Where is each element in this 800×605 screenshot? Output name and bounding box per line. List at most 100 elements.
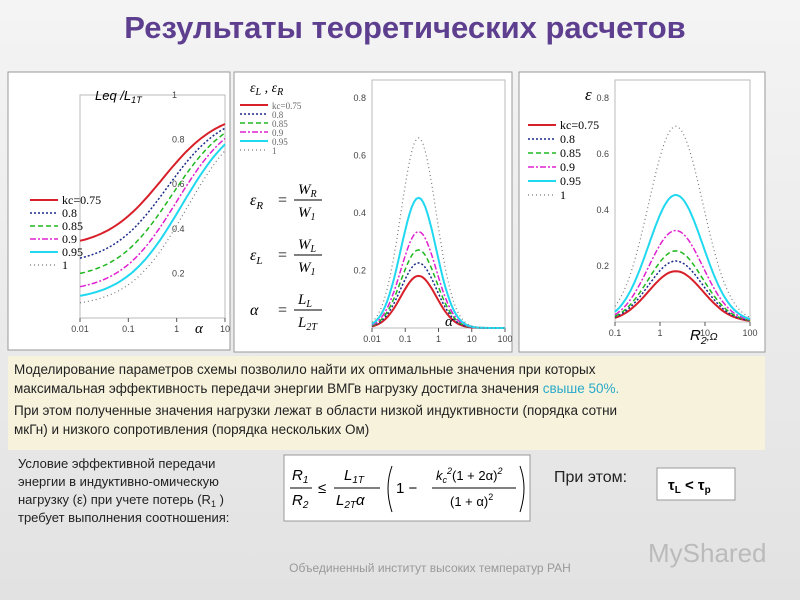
sym: L [310,244,317,255]
legend-label: 1 [560,188,566,202]
curve [79,150,226,304]
y-tick-label: 0.4 [172,224,185,234]
x-tick-label: 1 [657,328,662,338]
legend-label: 0.85 [62,219,83,233]
formula: (1 + α)2 [450,492,493,509]
sym: 2 [446,466,452,476]
axis-label: R [690,327,701,344]
x-tick-label: 0.1 [609,328,622,338]
legend-label: 1 [62,258,68,272]
logo: MyShared [648,538,767,568]
x-tick-label: 0.1 [122,324,135,334]
curve [79,123,226,242]
axis-label: 1T [131,95,143,105]
sym: p [705,485,711,496]
text: энергии в индуктивно-омическую [18,474,219,489]
sym: τ [668,477,675,494]
axis-label: R2,Ω [690,327,718,347]
axis-label: R [276,87,283,98]
sym: ε [250,247,257,264]
y-tick-label: 0.8 [596,93,609,103]
x-tick-label: 0.01 [363,334,381,344]
axis-label: Leq /L [95,88,131,103]
y-tick-label: 0.4 [353,208,366,218]
sym: α [250,302,259,319]
axis-label: Leq /L1T [95,88,143,105]
formula: LL [297,292,312,310]
axis-label: α [195,321,204,337]
x-tick-label: 0.1 [399,334,412,344]
sym: c [443,475,448,485]
text: требует выполнения соотношения: [18,510,229,525]
panel [233,71,513,353]
formula: WL [298,237,317,255]
text: нагрузку (ε) при учете потерь (R1 ) [18,492,224,509]
legend-label: 0.8 [62,206,77,220]
formula: ≤ [318,480,326,497]
sym: W [298,182,312,198]
tau: τL < τp [668,477,711,496]
curve [79,132,226,275]
legend-label: 0.9 [62,232,77,246]
y-tick-label: 0.6 [172,179,185,189]
sym: (1 + 2α) [452,468,497,483]
legend-label: 0.95 [272,137,288,147]
x-tick-label: 0.01 [71,324,89,334]
legend-label: kc=0.75 [62,193,101,207]
sym: L [297,292,306,308]
y-tick-label: 0.6 [596,149,609,159]
text: ) [216,492,224,507]
axis-label: α [445,314,454,330]
axis-label: ε [585,85,592,104]
formula: L2Tα [336,492,365,511]
formula: 1 − [396,480,418,497]
sym: L [344,467,352,484]
text: мкГн) и низкого сопротивления (порядка н… [14,422,369,437]
formula: WR [298,182,317,200]
y-tick-label: 0.2 [353,266,366,276]
sym: W [298,260,312,276]
x-tick-label: 1 [174,324,179,334]
y-tick-label: 1 [172,90,177,100]
formula: kc2(1 + 2α)2 [436,466,502,485]
y-tick-label: 0.8 [353,93,366,103]
legend-label: 1 [272,146,277,156]
sym: 2T [343,500,357,511]
footer: Объединенный институт высоких температур… [289,561,571,575]
curve [371,262,505,329]
legend-label: 0.85 [560,146,581,160]
summary-box [8,356,765,450]
highlight: свыше 50%. [543,381,620,396]
sym: 1 [303,475,309,486]
x-tick-label: 10 [467,334,477,344]
curve [79,137,226,288]
sym: 1 [311,212,316,223]
legend-label: 0.85 [272,119,288,129]
curve [614,260,751,322]
formula: εL [250,247,262,267]
legend-label: 0.95 [62,245,83,259]
text: максимальная эффективность передачи энер… [14,381,543,396]
axis-label: ε [250,81,256,96]
formula: = [278,302,287,319]
formula: W1 [298,205,316,223]
plot-frame [614,79,751,323]
sym: 2 [488,492,493,502]
formula: W1 [298,260,316,278]
x-tick-label: 10 [220,324,230,334]
text: нагрузку (ε) при учете потерь (R [18,492,211,507]
legend-label: 0.9 [272,128,284,138]
sym: < [681,477,698,494]
sym: R [255,200,263,212]
legend-label: kc=0.75 [560,118,599,132]
plot-frame [79,94,226,319]
sym: R [292,467,303,484]
x-tick-label: 100 [742,328,757,338]
formula: R1 [292,467,308,486]
y-tick-label: 0.8 [172,135,185,145]
y-tick-label: 0.6 [353,151,366,161]
legend-label: 0.8 [272,110,284,120]
sym: W [298,237,312,253]
title: Результаты теоретических расчетов [124,10,685,45]
